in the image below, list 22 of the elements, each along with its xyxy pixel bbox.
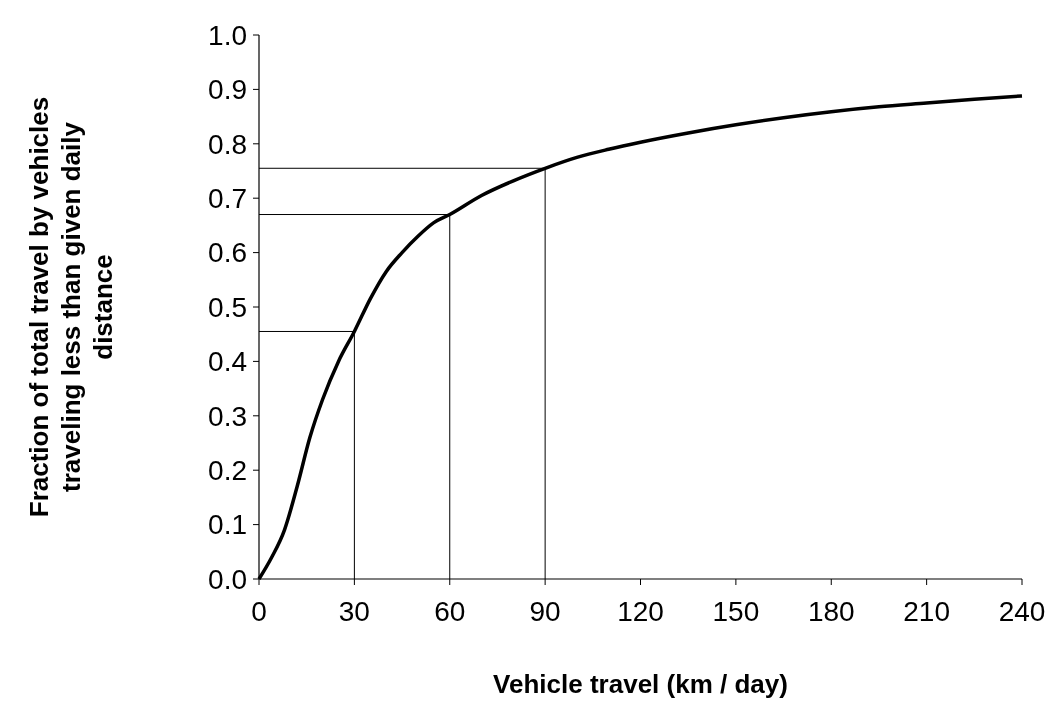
x-axis-title: Vehicle travel (km / day) <box>493 669 788 699</box>
x-tick-label: 150 <box>712 596 760 627</box>
y-tick-label: 0.1 <box>208 509 247 541</box>
x-tick-label: 30 <box>338 596 370 627</box>
y-tick-label: 0.2 <box>208 455 247 486</box>
x-tick-label: 240 <box>998 596 1046 627</box>
y-tick-label: 0.8 <box>208 128 247 160</box>
y-axis-title: Fraction of total travel by vehicles traveling less than given daily distance <box>24 96 118 518</box>
y-tick-label: 0.7 <box>208 183 247 214</box>
x-tick-label: 210 <box>903 596 950 627</box>
x-tick-label: 90 <box>529 596 561 627</box>
y-tick-label: 0.5 <box>208 291 247 323</box>
x-tick-label: 0 <box>251 596 267 627</box>
x-tick-label: 60 <box>434 596 466 627</box>
y-tick-label: 0.9 <box>208 74 247 106</box>
y-tick-label: 0.3 <box>208 400 247 432</box>
x-tick-label: 180 <box>807 596 855 627</box>
y-tick-label: 1.0 <box>208 19 247 51</box>
y-tick-label: 0.4 <box>208 346 247 378</box>
y-tick-label: 0.0 <box>208 563 247 595</box>
y-tick-label: 0.6 <box>208 237 247 269</box>
x-tick-label: 120 <box>617 596 664 627</box>
